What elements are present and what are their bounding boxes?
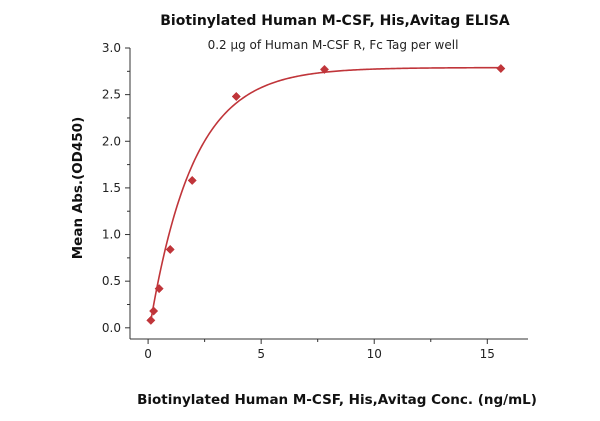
chart-subtitle: 0.2 μg of Human M-CSF R, Fc Tag per well (208, 38, 459, 52)
y-tick-label: 0.5 (102, 274, 121, 288)
fit-curve-group (150, 66, 501, 321)
data-point-diamond (165, 244, 175, 255)
tick-labels: 0.0 0.5 1.0 1.5 2.0 2.5 3.0 0 5 10 15 (102, 41, 495, 361)
y-tick-label: 1.0 (102, 228, 121, 242)
x-tick-label: 10 (367, 347, 382, 361)
x-tick-label: 5 (257, 347, 265, 361)
y-tick-label: 2.5 (102, 88, 121, 102)
fit-curve (150, 66, 501, 321)
data-point-diamond (146, 315, 156, 325)
data-point-diamond (154, 284, 164, 294)
data-point-diamond (149, 306, 159, 316)
x-axis-label: Biotinylated Human M-CSF, His,Avitag Con… (137, 392, 537, 408)
x-tick-label: 15 (480, 347, 495, 361)
y-tick-label: 0.0 (102, 321, 121, 335)
x-tick-label: 0 (144, 347, 152, 361)
y-tick-label: 1.5 (102, 181, 121, 195)
data-point-diamond (231, 91, 241, 102)
y-tick-label: 2.0 (102, 134, 121, 148)
y-axis-label: Mean Abs.(OD450) (70, 117, 86, 260)
axes (129, 48, 528, 340)
data-point-diamond (496, 63, 506, 74)
chart-title: Biotinylated Human M-CSF, His,Avitag ELI… (160, 13, 510, 29)
tick-marks (125, 47, 488, 344)
data-point-diamond (319, 64, 330, 75)
data-point-diamond (187, 175, 197, 185)
data-points (146, 63, 506, 325)
y-tick-label: 3.0 (102, 41, 121, 55)
